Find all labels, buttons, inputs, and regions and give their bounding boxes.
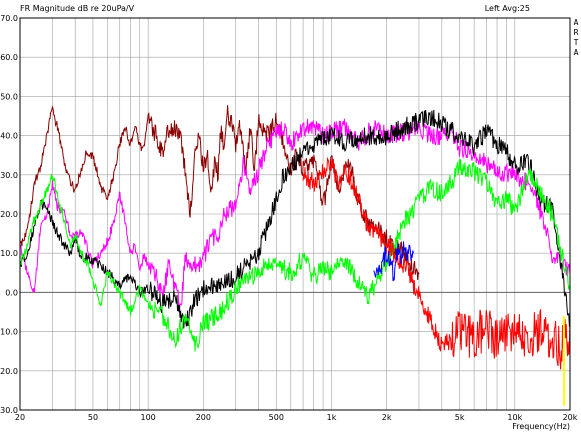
series-line <box>19 105 420 281</box>
x-tick-label: 20 <box>15 413 25 422</box>
y-tick-label: 70.0 <box>0 14 18 23</box>
chart-title: FR Magnitude dB re 20uPa/V <box>20 4 135 13</box>
x-tick-label: 100 <box>141 413 156 422</box>
series-line <box>19 109 571 329</box>
series-line <box>19 159 571 352</box>
series-line <box>373 241 414 282</box>
arta-letter: T <box>574 38 579 47</box>
arta-letter: R <box>574 28 579 37</box>
plot-frame <box>19 17 571 411</box>
arta-letter: A <box>574 18 579 27</box>
x-tick-label: 500 <box>269 413 284 422</box>
y-tick-label: -10.0 <box>0 328 18 337</box>
x-axis-label: Frequency(Hz) <box>512 422 570 431</box>
y-tick-label: -30.0 <box>0 406 18 415</box>
y-tick-label: 10.0 <box>0 249 18 258</box>
x-tick-label: 200 <box>196 413 211 422</box>
x-tick-label: 1k <box>327 413 337 422</box>
y-tick-label: 40.0 <box>0 132 18 141</box>
x-tick-label: 2k <box>382 413 392 422</box>
y-tick-label: 0.0 <box>5 288 18 297</box>
x-tick-label: 20k <box>563 413 578 422</box>
y-tick-label: 20.0 <box>0 210 18 219</box>
series-layer <box>19 105 571 406</box>
x-tick-label: 5k <box>455 413 465 422</box>
series-line <box>19 118 571 314</box>
series-line <box>302 156 571 370</box>
status-label: Left Avg:25 <box>485 4 530 13</box>
x-tick-label: 50 <box>88 413 98 422</box>
arta-letter: A <box>574 48 579 57</box>
y-tick-label: -20.0 <box>0 367 18 376</box>
y-tick-label: 60.0 <box>0 53 18 62</box>
y-tick-label: 30.0 <box>0 171 18 180</box>
y-tick-label: 50.0 <box>0 92 18 101</box>
x-tick-label: 10k <box>507 413 522 422</box>
tick-labels: -30.0 -20.0 -10.0 0.0 10.0 20.0 30.0 40.0 50.0 60… <box>0 14 578 422</box>
